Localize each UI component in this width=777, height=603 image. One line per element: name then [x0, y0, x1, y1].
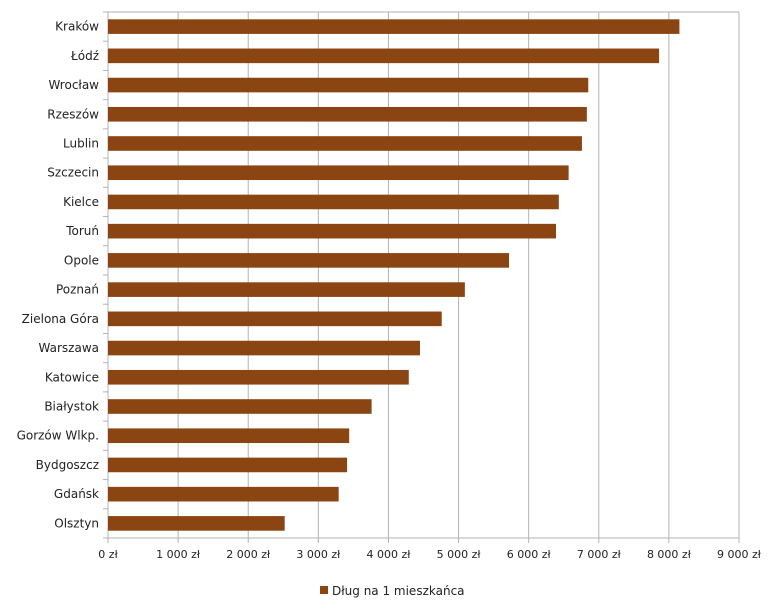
bar-8: [108, 253, 510, 268]
category-label-15: Bydgoszcz: [36, 458, 99, 472]
bar-9: [108, 282, 465, 297]
category-label-13: Białystok: [44, 400, 99, 414]
bar-5: [108, 165, 569, 181]
category-labels: Kraków Łódź Wrocław Rzeszów Lublin Szczecin Ki…: [17, 20, 100, 531]
category-label-5: Szczecin: [47, 166, 99, 180]
x-tick-label-4: 4 000 zł: [366, 548, 411, 561]
bar-1: [108, 48, 660, 64]
bar-14: [108, 428, 350, 444]
category-label-0: Kraków: [55, 20, 99, 34]
category-label-3: Rzeszów: [47, 107, 99, 121]
bar-7: [108, 223, 557, 239]
category-label-6: Kielce: [63, 195, 99, 209]
x-tick-label-8: 8 000 zł: [647, 548, 692, 561]
category-label-16: Gdańsk: [54, 487, 99, 501]
x-tick-label-1: 1 000 zł: [156, 548, 201, 561]
legend-swatch: [320, 586, 328, 594]
bar-4: [108, 136, 582, 151]
category-label-12: Katowice: [45, 370, 99, 384]
bar-17: [108, 516, 285, 531]
bar-15: [108, 457, 348, 473]
bar-10: [108, 311, 442, 327]
legend-label: Dług na 1 mieszkańca: [332, 584, 465, 598]
x-tick-label-0: 0 zł: [98, 548, 118, 561]
category-label-1: Łódź: [70, 49, 99, 63]
grid-lines: [103, 11, 740, 543]
x-tick-label-7: 7 000 zł: [577, 548, 622, 561]
category-label-17: Olsztyn: [54, 516, 99, 530]
bar-3: [108, 106, 587, 122]
category-label-8: Opole: [64, 253, 99, 267]
bar-11: [108, 340, 420, 356]
bar-6: [108, 194, 559, 210]
x-tick-label-5: 5 000 zł: [437, 548, 482, 561]
bar-12: [108, 369, 409, 385]
bar-0: [108, 19, 680, 34]
category-label-11: Warszawa: [39, 341, 99, 355]
x-tick-label-9: 9 000 zł: [717, 548, 762, 561]
x-tick-labels: 0 zł 1 000 zł 2 000 zł 3 000 zł 4 000 zł 5 00…: [98, 548, 762, 561]
bar-2: [108, 77, 589, 93]
legend: Dług na 1 mieszkańca: [320, 584, 465, 598]
category-label-4: Lublin: [63, 137, 99, 151]
category-label-9: Poznań: [56, 283, 99, 297]
bar-16: [108, 486, 339, 502]
category-label-14: Gorzów Wlkp.: [17, 429, 99, 443]
x-tick-label-2: 2 000 zł: [226, 548, 271, 561]
bar-13: [108, 399, 372, 414]
x-tick-label-3: 3 000 zł: [296, 548, 341, 561]
category-label-2: Wrocław: [48, 78, 99, 92]
category-label-7: Toruń: [65, 224, 99, 238]
x-tick-label-6: 6 000 zł: [507, 548, 552, 561]
bars: [108, 19, 680, 531]
category-label-10: Zielona Góra: [22, 312, 99, 326]
